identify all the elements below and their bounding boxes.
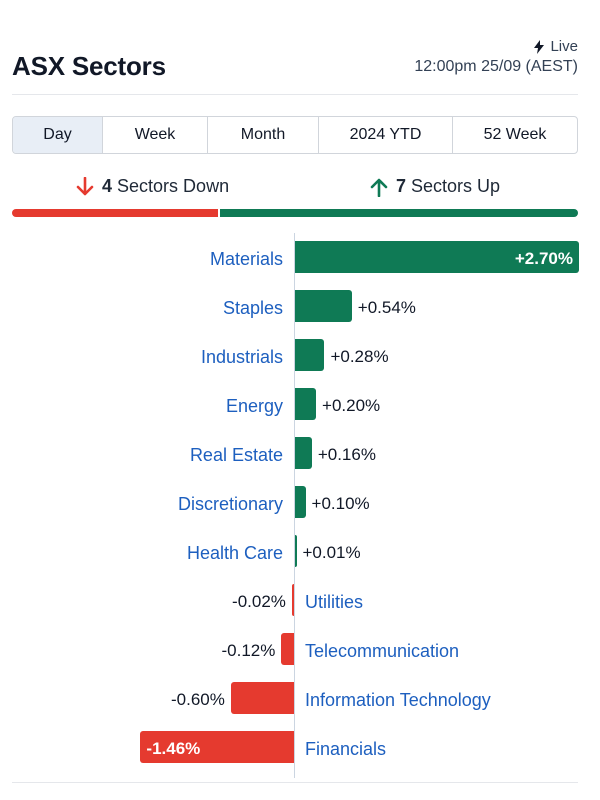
arrow-down-icon [76, 176, 94, 195]
value-label-industrials: +0.28% [330, 347, 389, 366]
sector-row-materials[interactable]: Materials +2.70% [0, 241, 600, 273]
live-label: Live [550, 38, 578, 55]
sector-row-information-technology[interactable]: Information Technology -0.60% [0, 682, 600, 714]
sector-row-discretionary[interactable]: Discretionary +0.10% [0, 486, 600, 518]
bar-utilities [291, 584, 294, 616]
sector-label-discretionary[interactable]: Discretionary [177, 494, 283, 514]
sector-row-energy[interactable]: Energy +0.20% [0, 388, 600, 420]
sector-label-staples[interactable]: Staples [222, 298, 283, 318]
bar-telecommunication [281, 633, 294, 665]
advancing-segment [219, 209, 578, 217]
period-tabs: Day Week Month 2024 YTD 52 Week [12, 116, 578, 154]
value-label-real-estate: +0.16% [317, 445, 376, 464]
sector-label-telecommunication[interactable]: Telecommunication [305, 641, 460, 661]
sector-row-financials[interactable]: Financials -1.46% [0, 731, 600, 763]
value-label-financials: -1.46% [146, 739, 201, 758]
tab-52-week[interactable]: 52 Week [483, 126, 547, 143]
value-label-energy: +0.20% [322, 396, 381, 415]
bar-information-technology [230, 682, 294, 714]
bar-energy [295, 388, 317, 420]
sectors-up-summary: 7 Sectors Up [370, 176, 500, 197]
live-indicator: Live [534, 38, 578, 55]
bar-health-care [295, 535, 297, 567]
bar-real-estate [295, 437, 312, 469]
bar-industrials [295, 339, 325, 371]
bar-financials [140, 731, 294, 763]
value-label-staples: +0.54% [357, 298, 416, 317]
sector-row-telecommunication[interactable]: Telecommunication -0.12% [0, 633, 600, 665]
header: ASX Sectors Live 12:00pm 25/09 (AEST) [12, 34, 578, 94]
sector-label-energy[interactable]: Energy [225, 396, 283, 416]
sectors-down-text: Sectors Down [117, 176, 230, 196]
sector-row-health-care[interactable]: Health Care +0.01% [0, 535, 600, 567]
sector-label-health-care[interactable]: Health Care [186, 543, 283, 563]
sector-row-industrials[interactable]: Industrials +0.28% [0, 339, 600, 371]
value-label-information-technology: -0.60% [171, 690, 225, 709]
sector-label-materials[interactable]: Materials [209, 249, 283, 269]
footer-divider [12, 782, 578, 783]
tab-2024-ytd[interactable]: 2024 YTD [319, 117, 453, 153]
bar-staples [295, 290, 352, 322]
sectors-up-text: Sectors Up [411, 176, 501, 196]
value-label-health-care: +0.01% [302, 543, 361, 562]
declining-segment [12, 209, 218, 217]
sectors-up-count: 7 [396, 176, 407, 196]
page-title: ASX Sectors [12, 51, 166, 81]
tab-month[interactable]: Month [208, 117, 319, 153]
sector-summary: 4 Sectors Down 7 Sectors Up [12, 170, 578, 204]
bar-materials [295, 241, 579, 273]
value-label-discretionary: +0.10% [311, 494, 370, 513]
arrow-up-icon [370, 178, 388, 197]
sector-label-real-estate[interactable]: Real Estate [189, 445, 283, 465]
sector-row-real-estate[interactable]: Real Estate +0.16% [0, 437, 600, 469]
zero-axis [294, 233, 295, 778]
sector-row-staples[interactable]: Staples +0.54% [0, 290, 600, 322]
value-label-telecommunication: -0.12% [221, 641, 276, 660]
timestamp: 12:00pm 25/09 (AEST) [414, 58, 578, 75]
lightning-icon [534, 39, 545, 54]
bar-discretionary [295, 486, 306, 518]
sector-label-financials[interactable]: Financials [305, 739, 387, 759]
sector-label-industrials[interactable]: Industrials [200, 347, 283, 367]
sectors-down-summary: 4 Sectors Down [76, 176, 229, 197]
value-label-materials: +2.70% [514, 249, 573, 268]
sector-label-utilities[interactable]: Utilities [305, 592, 364, 612]
sector-bar-chart: Materials +2.70% Staples +0.54% Industrials +… [0, 233, 600, 778]
tab-day[interactable]: Day [13, 117, 103, 153]
advance-decline-bar [12, 209, 578, 217]
sector-row-utilities[interactable]: Utilities -0.02% [0, 584, 600, 616]
sector-label-information-technology[interactable]: Information Technology [305, 690, 491, 710]
sectors-down-count: 4 [102, 176, 113, 196]
header-divider [12, 94, 578, 95]
value-label-utilities: -0.02% [232, 592, 286, 611]
tab-week[interactable]: Week [103, 117, 208, 153]
